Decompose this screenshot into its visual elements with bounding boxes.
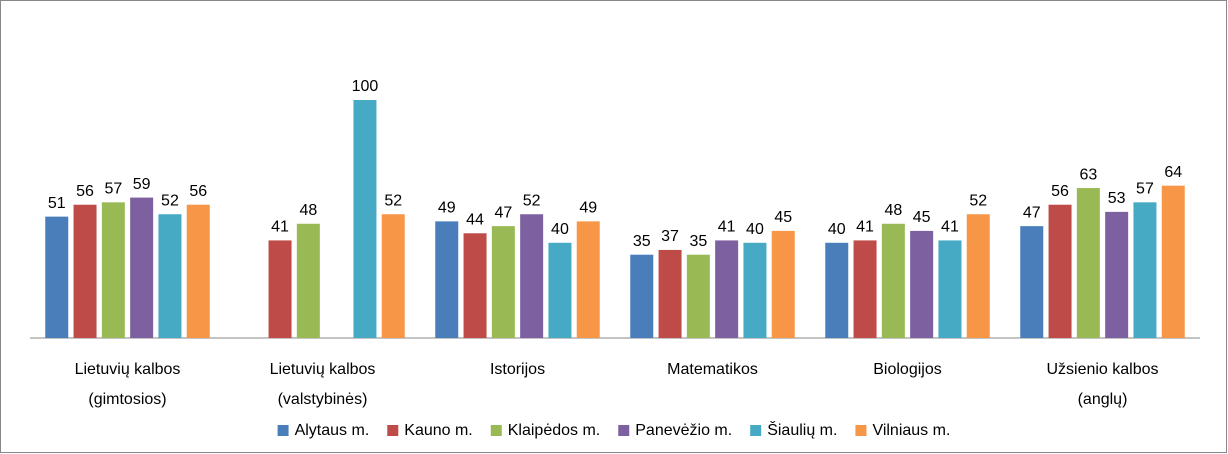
legend-swatch	[387, 425, 399, 436]
bar	[743, 242, 767, 338]
value-label: 40	[746, 221, 764, 238]
bar	[520, 214, 544, 338]
x-tick-label: Istorijos	[490, 361, 545, 378]
value-label: 57	[104, 181, 122, 198]
legend-label: Panevėžio m.	[635, 422, 732, 439]
bar	[381, 214, 405, 338]
value-label: 41	[718, 219, 736, 236]
bar	[910, 230, 934, 338]
x-tick-label-line: (valstybinės)	[278, 391, 368, 408]
x-tick-label-line: (anglų)	[1078, 391, 1128, 408]
value-label: 52	[969, 192, 987, 209]
x-tick-label-line: Užsienio kalbos	[1046, 361, 1158, 378]
bar	[853, 240, 877, 338]
value-label: 53	[1108, 190, 1126, 207]
value-label: 45	[913, 209, 931, 226]
legend-swatch	[750, 425, 762, 436]
bar	[296, 223, 320, 338]
bar	[630, 254, 654, 338]
bar	[158, 214, 182, 338]
value-label: 64	[1164, 164, 1182, 181]
bar	[966, 214, 990, 338]
value-label: 40	[551, 221, 569, 238]
value-label: 56	[1051, 183, 1069, 200]
value-label: 57	[1136, 181, 1154, 198]
value-label: 41	[941, 219, 959, 236]
value-label: 56	[189, 183, 207, 200]
bar	[1020, 226, 1044, 338]
value-label: 52	[523, 192, 541, 209]
x-tick-label: Matematikos	[667, 361, 758, 378]
bar	[715, 240, 739, 338]
bar	[548, 242, 572, 338]
x-tick-label: Biologijos	[873, 361, 941, 378]
bar	[463, 233, 487, 338]
value-label: 52	[161, 192, 179, 209]
bar	[576, 221, 600, 338]
bar	[658, 249, 682, 338]
bar	[73, 204, 97, 338]
legend-swatch	[618, 425, 630, 436]
value-label: 40	[828, 221, 846, 238]
bar	[938, 240, 962, 338]
value-label: 47	[494, 204, 512, 221]
value-label: 48	[884, 202, 902, 219]
legend-label: Kauno m.	[404, 422, 472, 439]
bar	[686, 254, 710, 338]
bar	[771, 230, 795, 338]
x-tick-label: Užsienio kalbos (anglų)	[1046, 361, 1158, 408]
bar	[881, 223, 905, 338]
value-label: 41	[271, 219, 289, 236]
bar	[353, 100, 377, 338]
x-tick-label-line: Lietuvių kalbos	[75, 361, 181, 378]
value-label: 44	[466, 211, 484, 228]
bar	[1048, 204, 1072, 338]
legend-label: Vilniaus m.	[872, 422, 950, 439]
value-label: 48	[299, 202, 317, 219]
legend-label: Alytaus m.	[295, 422, 370, 439]
value-label: 100	[352, 78, 379, 95]
bar	[186, 204, 210, 338]
value-label: 35	[633, 233, 651, 250]
legend-label: Šiaulių m.	[767, 420, 837, 439]
x-tick-label: Lietuvių kalbos (valstybinės)	[270, 361, 376, 408]
value-label: 51	[48, 195, 66, 212]
value-label: 37	[661, 228, 679, 245]
value-label: 63	[1079, 166, 1097, 183]
value-label: 49	[579, 200, 597, 217]
bar	[1161, 185, 1185, 338]
value-label: 35	[689, 233, 707, 250]
bar	[491, 226, 515, 338]
bar	[1076, 188, 1100, 338]
bar	[825, 242, 849, 338]
value-label: 52	[384, 192, 402, 209]
bar	[101, 202, 125, 338]
value-label: 45	[774, 209, 792, 226]
x-tick-label: Lietuvių kalbos (gimtosios)	[75, 361, 181, 408]
bar	[435, 221, 459, 338]
x-tick-label-line: Lietuvių kalbos	[270, 361, 376, 378]
value-label: 59	[133, 176, 151, 193]
bar	[268, 240, 292, 338]
value-label: 47	[1023, 204, 1041, 221]
legend-label: Klaipėdos m.	[508, 422, 601, 439]
value-label: 56	[76, 183, 94, 200]
legend-swatch	[855, 425, 867, 436]
bar	[1105, 211, 1129, 338]
bar	[130, 197, 154, 338]
value-label: 49	[438, 200, 456, 217]
x-tick-label-line: (gimtosios)	[88, 391, 166, 408]
bar	[45, 216, 69, 338]
bar	[1133, 202, 1157, 338]
legend-swatch	[277, 425, 289, 436]
legend-swatch	[490, 425, 502, 436]
value-label: 41	[856, 219, 874, 236]
